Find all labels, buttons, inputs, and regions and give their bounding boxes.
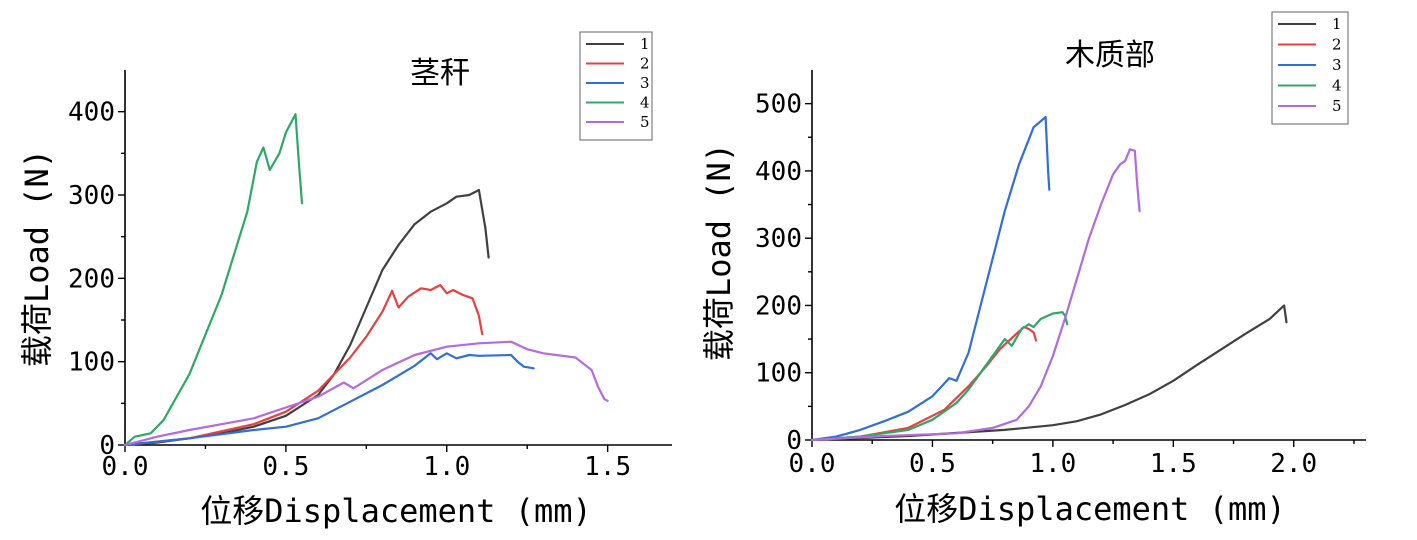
series-line-3 — [123, 352, 535, 447]
series-line-2 — [810, 325, 1038, 442]
x-tick-label: 1.0 — [1029, 449, 1076, 479]
y-axis-label: 载荷Load (N) — [700, 143, 738, 361]
series-line-5 — [810, 148, 1141, 442]
y-tick-label: 100 — [755, 359, 802, 389]
legend-label-5: 5 — [1332, 97, 1342, 115]
y-tick-label: 400 — [68, 98, 115, 128]
x-tick-label: 0.5 — [909, 449, 956, 479]
legend-label-1: 1 — [640, 35, 650, 53]
series-line-4 — [123, 113, 304, 447]
x-tick-label: 0.0 — [102, 452, 149, 482]
x-tick-label: 1.5 — [1150, 449, 1197, 479]
x-axis-label: 位移Displacement (mm) — [894, 490, 1286, 528]
series-line-1 — [810, 304, 1288, 442]
series-line-3 — [810, 116, 1051, 442]
chart-stem: 0.0 0.5 1.0 1.5 0 100 200 300 400 茎秆位移Displacemen… — [18, 31, 672, 530]
y-tick-label: 100 — [68, 348, 115, 378]
x-tick-label: 0.0 — [789, 449, 836, 479]
chart-xylem: 0.0 0.5 1.0 1.5 2.0 0 100 200 300 400 500 木质部位移Disp… — [700, 11, 1366, 528]
legend-label-4: 4 — [1332, 77, 1342, 95]
y-tick-label: 300 — [755, 224, 802, 254]
legend-label-1: 1 — [1332, 15, 1342, 33]
x-tick-label: 1.5 — [584, 452, 631, 482]
y-tick-label: 400 — [755, 157, 802, 187]
x-tick-label: 2.0 — [1270, 449, 1317, 479]
chart-title: 木质部 — [1065, 38, 1155, 73]
series-line-5 — [123, 340, 609, 447]
legend: 1 2 3 4 5 — [1271, 11, 1349, 125]
legend-label-4: 4 — [640, 94, 650, 112]
x-tick-label: 0.5 — [262, 452, 309, 482]
y-tick-label: 200 — [755, 291, 802, 321]
series-line-2 — [123, 283, 484, 447]
legend-label-2: 2 — [1332, 36, 1342, 54]
y-tick-label: 300 — [68, 181, 115, 211]
legend-label-3: 3 — [1332, 56, 1342, 74]
series-line-4 — [810, 311, 1069, 442]
series-line-1 — [123, 188, 490, 447]
x-tick-label: 1.0 — [423, 452, 470, 482]
legend-label-3: 3 — [640, 74, 650, 92]
legend-label-5: 5 — [640, 113, 650, 131]
legend: 1 23 45 — [579, 31, 653, 141]
y-tick-label: 200 — [68, 264, 115, 294]
legend-label-2: 2 — [640, 55, 650, 73]
y-tick-label: 500 — [755, 90, 802, 120]
y-axis-label: 载荷Load (N) — [18, 149, 56, 367]
chart-title: 茎秆 — [410, 56, 470, 91]
y-tick-label: 0 — [786, 426, 802, 456]
x-axis-label: 位移Displacement (mm) — [200, 492, 592, 530]
y-tick-label: 0 — [99, 431, 115, 461]
